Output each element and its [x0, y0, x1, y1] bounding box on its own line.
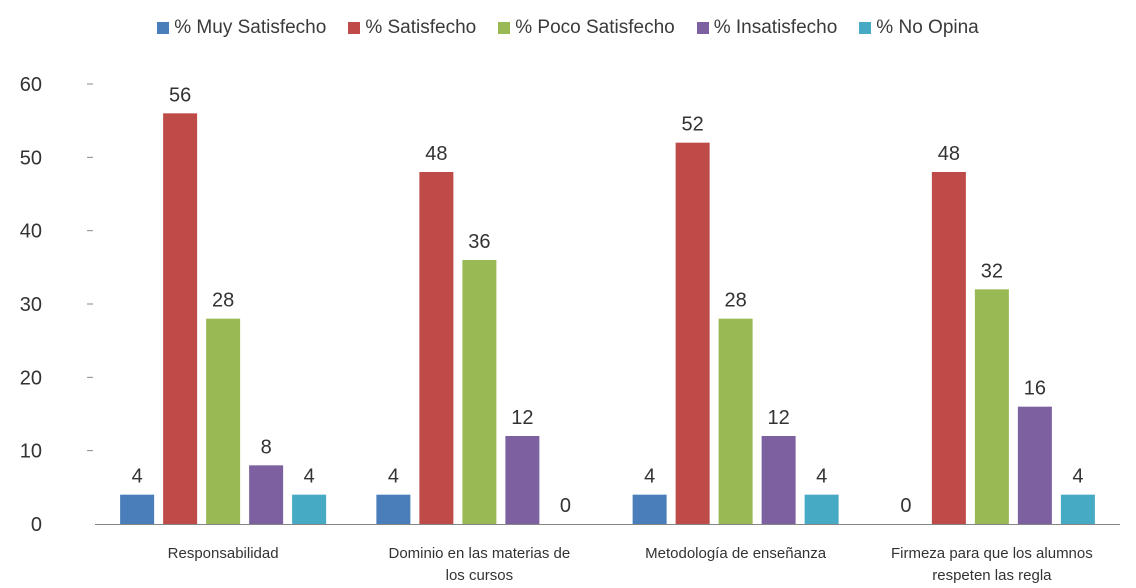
y-tick-label: 40 — [20, 221, 42, 243]
bar — [206, 318, 241, 524]
data-label: 16 — [1024, 378, 1046, 400]
bar — [120, 494, 155, 524]
legend-label: % Satisfecho — [365, 17, 477, 38]
data-label: 12 — [511, 407, 533, 429]
y-tick-label: 10 — [20, 441, 42, 463]
data-label: 4 — [816, 466, 827, 488]
data-label: 4 — [644, 466, 655, 488]
y-tick-label: 20 — [20, 367, 42, 389]
chart-legend: % Muy Satisfecho % Satisfecho % Poco Satis… — [0, 14, 1136, 42]
legend-label: % Poco Satisfecho — [515, 17, 675, 38]
legend-swatch — [696, 22, 709, 34]
x-category-label: Firmeza para que los alumnos respeten las… — [891, 545, 1093, 584]
data-label: 48 — [938, 143, 960, 165]
bar — [804, 494, 839, 524]
x-category-label: Responsabilidad — [168, 545, 279, 562]
legend-swatch — [157, 22, 170, 34]
data-label: 56 — [169, 84, 191, 106]
data-label: 0 — [900, 495, 911, 517]
x-category-label: Metodología de enseñanza — [645, 545, 827, 562]
bar — [632, 494, 667, 524]
data-label: 4 — [1072, 466, 1083, 488]
legend-item: % Insatisfecho — [696, 17, 838, 39]
bar — [292, 494, 327, 524]
data-label: 4 — [132, 466, 143, 488]
bar — [931, 172, 966, 524]
y-tick-label: 30 — [20, 294, 42, 316]
data-label: 28 — [725, 290, 747, 312]
data-label: 36 — [468, 231, 490, 253]
data-label: 8 — [261, 436, 272, 458]
bar — [462, 260, 497, 524]
data-label: 48 — [425, 143, 447, 165]
data-label: 0 — [560, 495, 571, 517]
bar — [1017, 406, 1052, 524]
legend-swatch — [498, 22, 511, 34]
bar — [376, 494, 411, 524]
bar — [249, 465, 284, 524]
data-label: 52 — [682, 114, 704, 136]
legend-swatch — [348, 22, 361, 34]
legend-swatch — [859, 22, 872, 34]
bar — [163, 113, 198, 524]
legend-item: % Satisfecho — [348, 17, 476, 39]
y-tick-label: 60 — [20, 74, 42, 96]
data-label: 4 — [304, 466, 315, 488]
legend-item: % Poco Satisfecho — [498, 17, 675, 39]
bar — [761, 436, 796, 524]
legend-label: % Muy Satisfecho — [174, 17, 327, 38]
legend-label: % Insatisfecho — [713, 17, 838, 38]
bar — [505, 436, 540, 524]
bar — [974, 289, 1009, 524]
y-tick-label: 0 — [31, 514, 42, 536]
data-label: 4 — [388, 466, 399, 488]
bar — [1060, 494, 1095, 524]
legend-item: % No Opina — [859, 17, 979, 39]
bar — [419, 172, 454, 524]
x-category-label: Dominio en las materias de los cursos — [388, 545, 570, 584]
bar — [718, 318, 753, 524]
legend-item: % Muy Satisfecho — [157, 17, 326, 39]
data-label: 28 — [212, 290, 234, 312]
legend-label: % No Opina — [876, 17, 979, 38]
data-label: 32 — [981, 260, 1003, 282]
bar — [675, 142, 710, 524]
y-tick-label: 50 — [20, 147, 42, 169]
data-label: 12 — [768, 407, 790, 429]
